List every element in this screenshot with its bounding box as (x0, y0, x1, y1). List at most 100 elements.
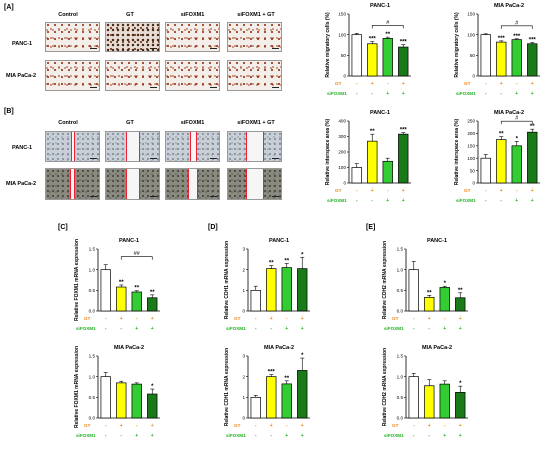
e2-bar-1 (424, 385, 435, 419)
b2-significance-2: * (516, 136, 519, 142)
a1-y-tick-label: 150 (338, 12, 346, 17)
a1-sifoxm1-sign-0: - (356, 91, 358, 97)
d2-significance-1: *** (268, 370, 276, 376)
e2-title: MIA PaCa-2 (422, 345, 452, 351)
a1-gt-row-label: GT (335, 81, 342, 86)
c1-y-label: Relative FOXM1 mRNA expression (74, 239, 80, 321)
e1-significance-3: ** (458, 288, 463, 294)
migration-image-panc1-gt (105, 22, 160, 52)
b1-gt-sign-3: + (402, 188, 405, 194)
a2-gt-sign-3: + (531, 81, 534, 87)
e1-significance-1: ** (427, 290, 432, 296)
d2-y-tick-label: 2 (242, 374, 245, 379)
b1-gt-row-label: GT (335, 188, 342, 193)
c2-y-tick-label: 1.5 (89, 354, 96, 359)
e2-y-label: Relative CDH2 mRNA expression (382, 348, 388, 426)
b2-y-tick-label: 0 (472, 181, 475, 186)
e2-bar-2 (439, 383, 450, 419)
a1-sifoxm1-sign-2: + (386, 91, 389, 97)
c2-gt-sign-0: - (105, 423, 107, 429)
b2-bar-0 (480, 157, 491, 184)
b1-y-tick-label: 0 (343, 181, 346, 186)
b1-significance-1: ** (370, 129, 375, 135)
c1-y-tick-label: 1.0 (89, 267, 96, 272)
d1-significance-3: * (301, 252, 304, 258)
b1-y-tick-label: 300 (338, 134, 346, 139)
a1-bar-2 (382, 38, 393, 77)
migration-image-mia-control (45, 60, 100, 91)
b1-bar-0 (351, 167, 362, 184)
e2-y-tick-label: 0.5 (397, 395, 404, 400)
c1-bar-1 (116, 286, 127, 312)
e1-gt-sign-0: - (413, 316, 415, 322)
c2-gt-sign-1: + (120, 423, 123, 429)
b2-y-tick-label: 250 (467, 119, 475, 124)
b1-gt-sign-1: + (371, 188, 374, 194)
a2-sifoxm1-sign-3: + (531, 91, 534, 97)
d1-bar-0 (250, 289, 261, 312)
a2-title: MIA PaCa-2 (494, 3, 524, 9)
d2-significance-3: * (301, 353, 304, 359)
b2-gt-sign-2: - (516, 188, 518, 194)
c2-bar-1 (116, 382, 127, 419)
row-label-panc1-b: PANC-1 (12, 145, 33, 151)
a1-gt-sign-1: + (371, 81, 374, 87)
wound-image-panc1-combo (227, 131, 282, 162)
b2-y-tick-label: 100 (467, 156, 475, 161)
a2-bar-0 (480, 34, 491, 77)
d2-sifoxm1-row-label: siFOXM1 (226, 433, 246, 438)
b1-sifoxm1-sign-2: + (386, 198, 389, 204)
d2-gt-row-label: GT (234, 423, 241, 428)
c2-y-tick-label: 1.0 (89, 374, 96, 379)
column-header-sifoxm1: siFOXM1 (180, 12, 205, 18)
b2-gt-sign-3: + (531, 188, 534, 194)
d1-sifoxm1-sign-3: + (301, 326, 304, 332)
b2-bracket-label: # (515, 116, 519, 122)
b2-y-tick-label: 50 (470, 168, 476, 173)
panel-label-e: [E] (366, 224, 376, 231)
b1-gt-sign-0: - (356, 188, 358, 194)
a1-bracket (371, 25, 404, 29)
e1-sifoxm1-sign-3: + (459, 326, 462, 332)
d1-sifoxm1-sign-1: - (270, 326, 272, 332)
a2-significance-1: *** (498, 36, 506, 42)
a1-significance-3: *** (400, 40, 408, 46)
d2-y-tick-label: 3 (242, 354, 245, 359)
column-header-sifoxm1-gt: siFOXM1 + GT (237, 12, 275, 18)
c2-sifoxm1-sign-1: - (120, 433, 122, 439)
a2-gt-sign-0: - (485, 81, 487, 87)
a1-sifoxm1-sign-3: + (402, 91, 405, 97)
d1-bar-3 (297, 268, 308, 312)
d1-gt-sign-3: + (301, 316, 304, 322)
a2-y-tick-label: 0 (472, 74, 475, 79)
e2-sifoxm1-sign-1: - (428, 433, 430, 439)
b2-sifoxm1-sign-2: + (515, 198, 518, 204)
d2-sifoxm1-sign-2: + (285, 433, 288, 439)
e1-sifoxm1-sign-0: - (413, 326, 415, 332)
wound-image-mia-combo (227, 168, 282, 200)
a1-bar-0 (351, 34, 362, 77)
c2-gt-row-label: GT (84, 423, 91, 428)
b2-significance-3: ** (530, 124, 535, 130)
d1-sifoxm1-sign-2: + (285, 326, 288, 332)
d1-gt-sign-2: - (286, 316, 288, 322)
migration-image-panc1-sifoxm1 (165, 22, 220, 52)
b1-bar-3 (398, 133, 409, 184)
d2-sifoxm1-sign-3: + (301, 433, 304, 439)
a2-sifoxm1-row-label: siFOXM1 (456, 91, 476, 96)
c1-y-tick-label: 0.0 (89, 309, 96, 314)
b2-gt-sign-1: + (500, 188, 503, 194)
e1-bar-0 (408, 269, 419, 312)
a1-y-tick-label: 50 (341, 53, 347, 58)
d2-y-tick-label: 1 (242, 395, 245, 400)
e1-gt-sign-2: - (444, 316, 446, 322)
b2-title: MIA PaCa-2 (494, 110, 524, 116)
b2-sifoxm1-sign-3: + (531, 198, 534, 204)
b1-significance-3: *** (400, 128, 408, 134)
d2-y-tick-label: 0 (242, 416, 245, 421)
a1-bar-3 (398, 46, 409, 77)
c2-sifoxm1-sign-2: + (135, 433, 138, 439)
b2-bracket (500, 120, 533, 125)
wound-image-mia-sifoxm1 (165, 168, 220, 200)
